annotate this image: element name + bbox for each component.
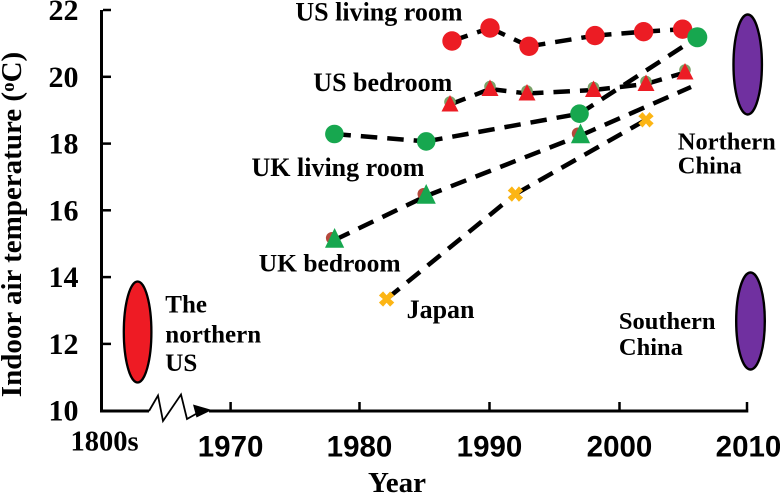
svg-text:northern: northern [165,322,261,349]
svg-text:2000: 2000 [587,431,653,464]
svg-text:Japan: Japan [407,295,475,324]
svg-text:Southern: Southern [619,308,716,335]
svg-text:Indoor air temperature (oC): Indoor air temperature (oC) [0,52,28,397]
svg-text:16: 16 [49,194,79,227]
svg-text:UK living room: UK living room [252,153,425,182]
svg-text:US living room: US living room [295,0,462,27]
svg-text:18: 18 [49,128,79,161]
svg-text:1980: 1980 [327,431,393,464]
svg-text:2010: 2010 [716,431,780,464]
svg-text:US: US [165,350,197,377]
svg-text:China: China [619,334,683,361]
svg-text:1800s: 1800s [70,426,138,457]
svg-text:20: 20 [49,61,79,94]
svg-text:14: 14 [49,261,79,294]
svg-text:22: 22 [49,0,79,27]
svg-text:Northern: Northern [678,129,776,156]
svg-text:10: 10 [49,395,79,428]
svg-text:China: China [678,153,742,180]
svg-text:US bedroom: US bedroom [313,68,452,97]
svg-text:1990: 1990 [457,431,523,464]
svg-text:Year: Year [368,467,426,493]
svg-text:UK bedroom: UK bedroom [259,248,401,277]
svg-text:1970: 1970 [198,431,264,464]
svg-text:12: 12 [49,328,79,361]
svg-text:The: The [165,292,207,319]
